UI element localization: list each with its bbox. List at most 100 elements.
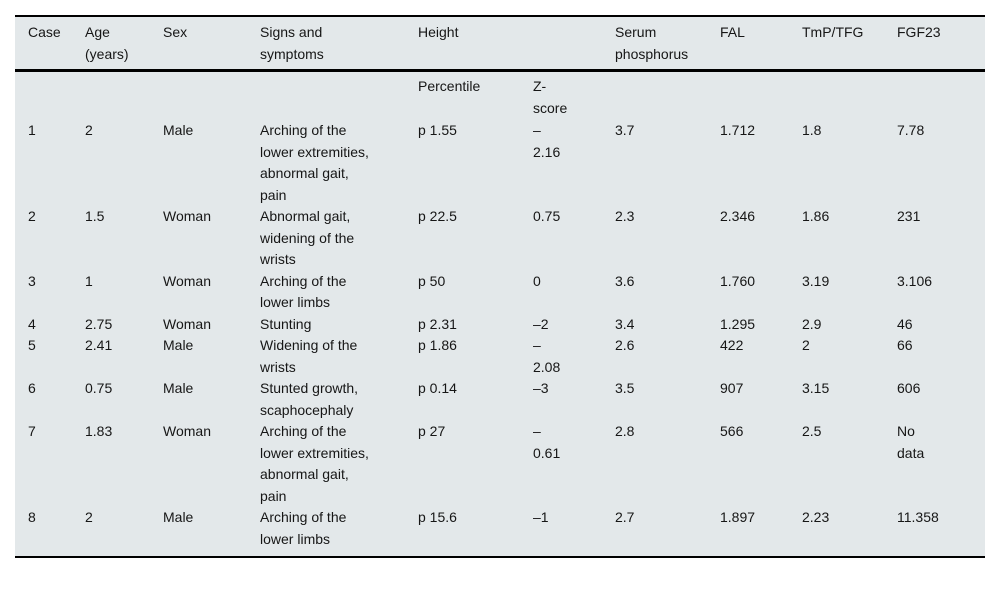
cell-fgf23: 46 <box>884 314 985 336</box>
cell-text: Arching of the lower limbs <box>260 509 347 547</box>
cell-case: 3 <box>28 272 36 289</box>
cell-fgf23: 7.78 <box>884 120 985 206</box>
table-head: Case Age (years) Sex Signs and symptoms … <box>15 16 985 120</box>
cell-signs: Arching of the lower limbs <box>247 271 405 314</box>
cell-text: Stunted growth, scaphocephaly <box>260 380 359 418</box>
header-height: Height <box>405 16 602 72</box>
cell-percentile: p 1.55 <box>418 122 457 138</box>
cell-text: 606 <box>897 380 921 396</box>
cell-percentile: p 50 <box>418 272 446 289</box>
cell-tmp-tfg: 1.8 <box>802 122 822 138</box>
cell-text: Abnormal gait, widening of the wrists <box>260 208 355 267</box>
header-row: Case Age (years) Sex Signs and symptoms … <box>15 16 985 72</box>
subheader-empty <box>789 71 884 121</box>
cell-sex: Woman <box>163 272 211 289</box>
cell-text: 231 <box>897 208 921 224</box>
table-row-case-4: 4 2.75 Woman Stunting p 2.31 –2 3.4 1.29… <box>15 314 985 336</box>
header-text: Signs and symptoms <box>260 24 324 62</box>
table-row-case-3: 3 1 Woman Arching of the lower limbs p 5… <box>15 271 985 314</box>
cell-fgf23: 606 <box>884 378 985 421</box>
cell-percentile: p 27 <box>418 423 446 439</box>
cell-serum: 2.8 <box>615 423 635 439</box>
cell-tmp-tfg: 3.19 <box>802 272 830 289</box>
cell-text: 0.75 <box>533 208 561 224</box>
cell-age: 2 <box>85 122 93 138</box>
cell-signs: Abnormal gait, widening of the wrists <box>247 206 405 271</box>
cell-signs: Stunted growth, scaphocephaly <box>247 378 405 421</box>
cell-signs: Stunting <box>247 314 405 336</box>
table-body: 1 2 Male Arching of the lower extremitie… <box>15 120 985 557</box>
table-row-case-5: 5 2.41 Male Widening of the wrists p 1.8… <box>15 335 985 378</box>
cell-text: Widening of the wrists <box>260 337 358 375</box>
cell-zscore: – 2.16 <box>520 120 602 206</box>
cell-fal: 2.346 <box>720 208 756 224</box>
cell-fal: 422 <box>720 337 744 353</box>
cell-text: 46 <box>897 315 913 332</box>
cell-sex: Male <box>163 509 194 525</box>
cell-fal: 1.760 <box>720 272 756 289</box>
cell-text: 66 <box>897 337 913 353</box>
cell-fal: 1.712 <box>720 122 756 138</box>
cell-text: –3 <box>533 380 549 396</box>
cell-tmp-tfg: 1.86 <box>802 208 830 224</box>
cell-text: No data <box>897 423 925 461</box>
cell-text: Arching of the lower limbs <box>260 272 347 311</box>
cell-signs: Arching of the lower extremities, abnorm… <box>247 120 405 206</box>
cell-age: 2.75 <box>85 315 113 332</box>
cell-sex: Woman <box>163 208 211 224</box>
cell-fgf23: 231 <box>884 206 985 271</box>
cell-percentile: p 1.86 <box>418 337 457 353</box>
cell-zscore: –3 <box>520 378 602 421</box>
table-row-case-6: 6 0.75 Male Stunted growth, scaphocephal… <box>15 378 985 421</box>
cell-age: 0.75 <box>85 380 113 396</box>
cell-tmp-tfg: 2.5 <box>802 423 822 439</box>
cell-signs: Arching of the lower extremities, abnorm… <box>247 421 405 507</box>
header-fal: FAL <box>707 16 789 72</box>
cell-serum: 3.5 <box>615 380 635 396</box>
cell-text: Arching of the lower extremities, abnorm… <box>260 423 369 504</box>
cell-signs: Arching of the lower limbs <box>247 507 405 557</box>
subheader-empty <box>15 71 72 121</box>
cell-text: – 0.61 <box>533 423 561 461</box>
cell-case: 2 <box>28 208 36 224</box>
subheader-percentile: Percentile <box>418 78 481 94</box>
cell-zscore: 0.75 <box>520 206 602 271</box>
cell-serum: 2.7 <box>615 509 635 525</box>
header-sex: Sex <box>150 16 247 72</box>
cell-sex: Woman <box>163 423 211 439</box>
cell-zscore: –1 <box>520 507 602 557</box>
cell-age: 1.5 <box>85 208 105 224</box>
cell-age: 1 <box>85 272 93 289</box>
cell-case: 8 <box>28 509 36 525</box>
cell-fal: 1.295 <box>720 315 756 332</box>
table-row-case-8: 8 2 Male Arching of the lower limbs p 15… <box>15 507 985 557</box>
cell-age: 2.41 <box>85 337 113 353</box>
cell-zscore: – 2.08 <box>520 335 602 378</box>
cell-percentile: p 0.14 <box>418 380 457 396</box>
cell-tmp-tfg: 2.23 <box>802 509 830 525</box>
table-row-case-7: 7 1.83 Woman Arching of the lower extrem… <box>15 421 985 507</box>
cell-zscore: – 0.61 <box>520 421 602 507</box>
table-row-case-2: 2 1.5 Woman Abnormal gait, widening of t… <box>15 206 985 271</box>
cell-tmp-tfg: 2.9 <box>802 315 822 332</box>
header-serum-phosphorus: Serum phosphorus <box>602 16 707 72</box>
cell-serum: 2.6 <box>615 337 635 353</box>
cell-case: 5 <box>28 337 36 353</box>
cell-sex: Woman <box>163 315 211 332</box>
subheader-zscore: Z-score <box>520 71 602 121</box>
cell-serum: 3.7 <box>615 122 635 138</box>
header-fgf23: FGF23 <box>884 16 985 72</box>
cell-age: 2 <box>85 509 93 525</box>
cell-percentile: p 2.31 <box>418 315 457 332</box>
cell-case: 4 <box>28 315 36 332</box>
cell-case: 6 <box>28 380 36 396</box>
cell-text: Stunting <box>260 315 312 332</box>
cell-sex: Male <box>163 337 194 353</box>
cell-text: –1 <box>533 509 549 525</box>
cell-sex: Male <box>163 122 194 138</box>
cell-fgf23: 66 <box>884 335 985 378</box>
header-tmp-tfg: TmP/TFG <box>789 16 884 72</box>
cell-fgf23: No data <box>884 421 985 507</box>
header-age: Age (years) <box>72 16 150 72</box>
